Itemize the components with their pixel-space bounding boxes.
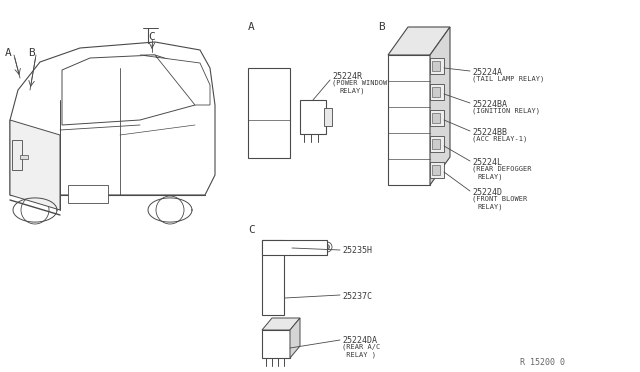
Text: 25224D: 25224D — [472, 188, 502, 197]
Text: (ACC RELAY-1): (ACC RELAY-1) — [472, 136, 527, 142]
Text: A: A — [5, 48, 12, 58]
Polygon shape — [290, 318, 300, 358]
Bar — [68, 185, 108, 203]
Polygon shape — [10, 120, 60, 210]
Bar — [262, 240, 284, 315]
Bar — [430, 58, 444, 74]
Text: 25224BA: 25224BA — [472, 100, 507, 109]
Circle shape — [324, 244, 330, 250]
Text: C: C — [248, 225, 255, 235]
Bar — [262, 330, 290, 358]
Bar — [430, 84, 444, 100]
Text: 25235H: 25235H — [342, 246, 372, 255]
Bar — [12, 140, 22, 170]
Text: C: C — [148, 32, 155, 42]
Text: RELAY): RELAY) — [478, 203, 504, 209]
Polygon shape — [140, 55, 210, 105]
Text: 25224DA: 25224DA — [342, 336, 377, 345]
Text: (FRONT BLOWER: (FRONT BLOWER — [472, 196, 527, 202]
Bar — [432, 61, 440, 71]
Polygon shape — [10, 42, 215, 195]
Bar — [388, 55, 430, 185]
Polygon shape — [430, 27, 450, 185]
Bar — [430, 110, 444, 126]
Bar — [248, 68, 290, 158]
Polygon shape — [262, 318, 300, 330]
Bar — [432, 165, 440, 175]
Text: (TAIL LAMP RELAY): (TAIL LAMP RELAY) — [472, 76, 544, 83]
Text: 25224BB: 25224BB — [472, 128, 507, 137]
Bar — [432, 87, 440, 97]
Bar — [430, 162, 444, 178]
Text: RELAY ): RELAY ) — [342, 351, 376, 357]
Text: 25224L: 25224L — [472, 158, 502, 167]
Bar — [20, 155, 28, 159]
Text: B: B — [378, 22, 385, 32]
Text: (REAR DEFOGGER: (REAR DEFOGGER — [472, 166, 531, 173]
Bar — [432, 139, 440, 149]
Polygon shape — [62, 55, 195, 125]
Text: 25237C: 25237C — [342, 292, 372, 301]
Text: (REAR A/C: (REAR A/C — [342, 344, 380, 350]
Text: B: B — [28, 48, 35, 58]
Text: (POWER WINDOW: (POWER WINDOW — [332, 80, 387, 87]
Text: R 15200 0: R 15200 0 — [520, 358, 565, 367]
Bar — [430, 136, 444, 152]
Polygon shape — [388, 27, 450, 55]
Text: 25224R: 25224R — [332, 72, 362, 81]
Text: 25224A: 25224A — [472, 68, 502, 77]
Bar — [262, 240, 327, 255]
Text: A: A — [248, 22, 255, 32]
Bar — [324, 108, 332, 126]
Bar — [432, 113, 440, 123]
Bar — [300, 100, 326, 134]
Text: RELAY): RELAY) — [478, 173, 504, 180]
Text: RELAY): RELAY) — [340, 88, 365, 94]
Text: (IGNITION RELAY): (IGNITION RELAY) — [472, 108, 540, 115]
